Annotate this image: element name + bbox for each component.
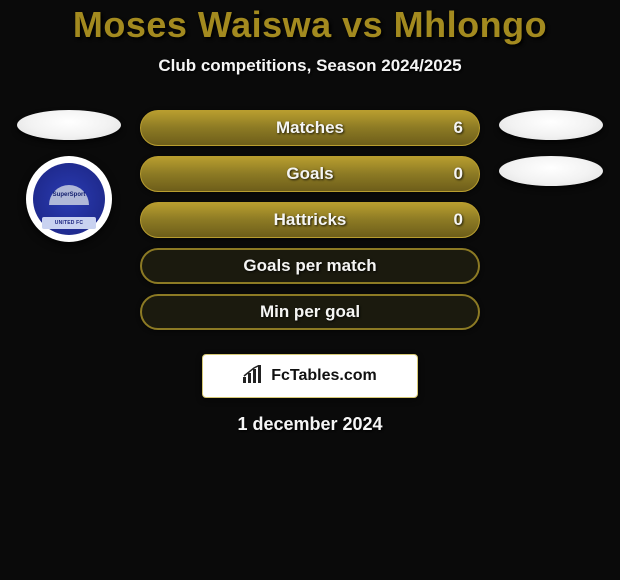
crest-top-text: SuperSport (49, 185, 89, 205)
stat-label: Goals per match (243, 256, 376, 276)
crest-bottom-text: UNITED FC (42, 217, 96, 229)
stat-row: Hattricks 0 (140, 202, 480, 238)
stat-row: Goals 0 (140, 156, 480, 192)
stat-row: Min per goal (140, 294, 480, 330)
stat-label: Goals (286, 164, 333, 184)
left-player-placeholder (17, 110, 121, 140)
stat-label: Matches (276, 118, 344, 138)
page-subtitle: Club competitions, Season 2024/2025 (0, 56, 620, 76)
right-player-placeholder (499, 110, 603, 140)
stat-row: Goals per match (140, 248, 480, 284)
brand-link[interactable]: FcTables.com (202, 354, 418, 398)
date-text: 1 december 2024 (0, 414, 620, 435)
stat-label: Min per goal (260, 302, 360, 322)
stat-value: 0 (454, 164, 463, 184)
brand-text: FcTables.com (271, 367, 377, 385)
stat-row: Matches 6 (140, 110, 480, 146)
right-player-column (496, 110, 606, 340)
chart-icon (243, 365, 265, 388)
crest-inner: SuperSport UNITED FC (33, 163, 105, 235)
left-player-column: SuperSport UNITED FC (14, 110, 124, 340)
right-player-placeholder (499, 156, 603, 186)
widget-root: Moses Waiswa vs Mhlongo Club competition… (0, 0, 620, 435)
club-crest: SuperSport UNITED FC (26, 156, 112, 242)
page-title: Moses Waiswa vs Mhlongo (0, 4, 620, 46)
stat-value: 0 (454, 210, 463, 230)
stat-label: Hattricks (274, 210, 347, 230)
stats-column: Matches 6 Goals 0 Hattricks 0 Goals per match M… (140, 110, 480, 340)
stats-area: SuperSport UNITED FC Matches6Goals0Hattr… (10, 110, 610, 340)
stat-value: 6 (454, 118, 463, 138)
